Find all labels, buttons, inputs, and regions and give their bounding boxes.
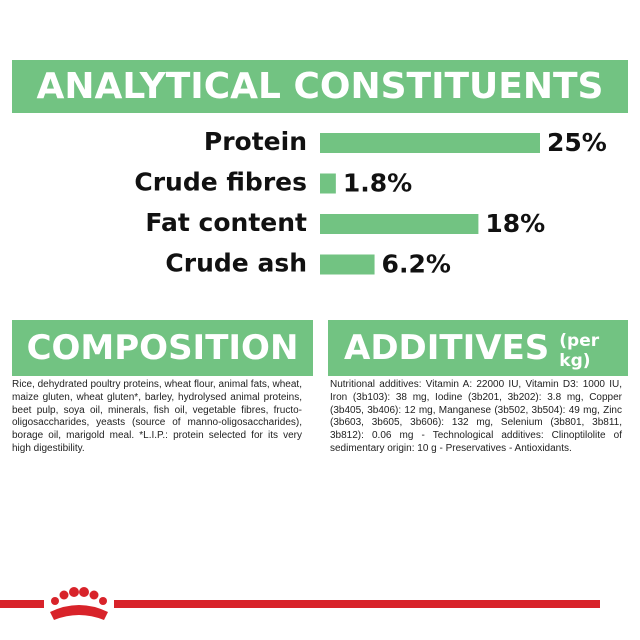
chart-title: ANALYTICAL CONSTITUENTS xyxy=(37,66,604,107)
bar xyxy=(320,173,336,194)
value-label: 18% xyxy=(485,209,545,238)
composition-text: Rice, dehydrated poultry proteins, wheat… xyxy=(12,379,302,454)
bar xyxy=(320,214,479,234)
title-band xyxy=(12,60,628,113)
bar xyxy=(320,133,540,153)
bar xyxy=(320,254,375,275)
composition-title: COMPOSITION xyxy=(12,320,313,376)
value-label: 25% xyxy=(547,128,607,157)
additives-text: Nutritional additives: Vitamin A: 22000 … xyxy=(330,379,622,454)
category-label: Crude fibres xyxy=(134,168,307,197)
additives-header: ADDITIVES (per kg) xyxy=(328,320,628,376)
value-label: 6.2% xyxy=(382,250,451,279)
category-label: Crude ash xyxy=(165,249,307,278)
additives-title: ADDITIVES xyxy=(344,328,550,368)
value-label: 1.8% xyxy=(343,169,412,198)
category-label: Fat content xyxy=(145,208,307,237)
crown-logo xyxy=(44,587,114,620)
category-label: Protein xyxy=(204,127,307,156)
additives-subtitle: (per kg) xyxy=(559,331,600,371)
